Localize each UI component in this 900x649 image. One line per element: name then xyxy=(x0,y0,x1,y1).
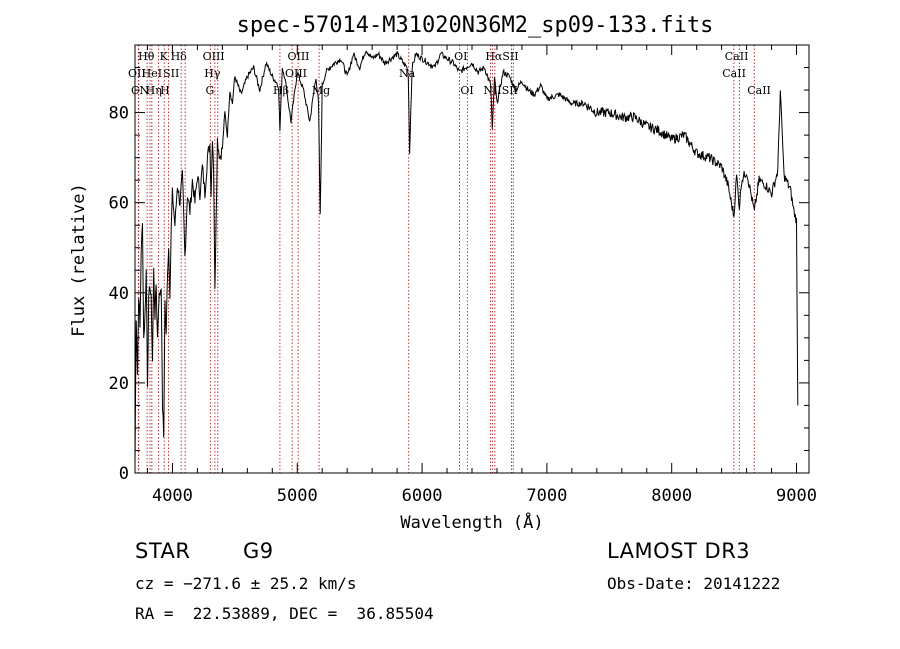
y-axis-label: Flux (relative) xyxy=(69,183,89,337)
line-label: G xyxy=(205,84,214,97)
y-tick-label: 0 xyxy=(119,464,129,484)
survey-name: LAMOST DR3 xyxy=(607,539,751,563)
line-label: HαSII xyxy=(485,50,518,63)
observation-date: Obs-Date: 20141222 xyxy=(607,574,781,593)
x-axis-label: Wavelength (Å) xyxy=(400,511,543,533)
redshift-velocity: cz = −271.6 ± 25.2 km/s xyxy=(135,574,357,593)
object-subclass: G9 xyxy=(243,539,274,563)
line-label: OIII xyxy=(285,67,307,80)
line-label: OI xyxy=(460,84,473,97)
line-label: CN xyxy=(131,84,149,97)
x-tick-label: 7000 xyxy=(526,486,567,506)
line-label: OII xyxy=(128,67,146,80)
sky-coordinates: RA = 22.53889, DEC = 36.85504 xyxy=(135,604,434,623)
x-tick-label: 6000 xyxy=(402,486,443,506)
y-tick-label: 20 xyxy=(109,374,129,394)
spectrum-line xyxy=(134,50,799,465)
x-tick-label: 8000 xyxy=(651,486,692,506)
line-label: OI xyxy=(454,50,467,63)
y-tick-label: 40 xyxy=(109,284,129,304)
line-label: K xyxy=(160,50,169,63)
emission-line-markers xyxy=(137,45,755,473)
line-label: OIII xyxy=(287,50,309,63)
line-label: H xyxy=(160,84,170,97)
x-tick-label: 9000 xyxy=(776,486,817,506)
line-label: Hη xyxy=(146,84,162,97)
line-label: SII xyxy=(163,67,179,80)
spectrum-layer xyxy=(134,50,799,465)
x-tick-label: 4000 xyxy=(152,486,193,506)
y-tick-label: 60 xyxy=(109,194,129,214)
plot-frame xyxy=(134,44,810,474)
line-label: HeI xyxy=(142,67,162,80)
x-tick-labels: 4000 5000 6000 7000 8000 9000 xyxy=(152,486,817,506)
line-label: OIII xyxy=(203,50,225,63)
chart-title: spec-57014-M31020N36M2_sp09-133.fits xyxy=(237,13,714,38)
y-tick-label: 80 xyxy=(109,104,129,124)
line-label: Hθ xyxy=(138,50,155,63)
line-label: Hγ xyxy=(204,67,221,80)
y-tick-labels: 0 20 40 60 80 xyxy=(109,104,129,484)
line-label: Hδ xyxy=(171,50,188,63)
line-label: CaII xyxy=(722,67,746,80)
line-label: CaII xyxy=(747,84,771,97)
x-tick-label: 5000 xyxy=(277,486,318,506)
axis-ticks xyxy=(135,44,809,474)
object-type: STAR xyxy=(135,539,191,563)
line-label: CaII xyxy=(725,50,749,63)
line-label: NIISII xyxy=(483,84,518,97)
